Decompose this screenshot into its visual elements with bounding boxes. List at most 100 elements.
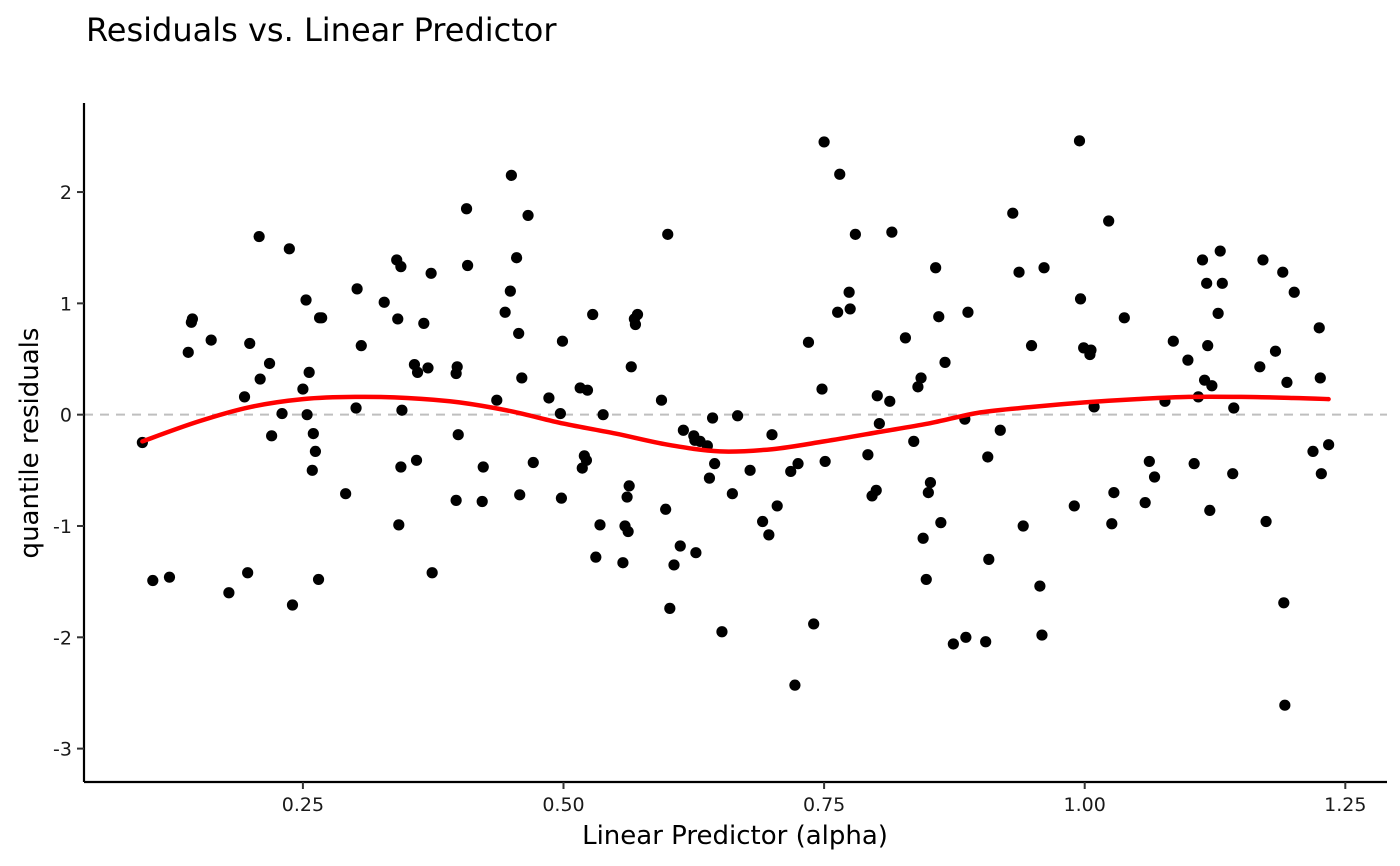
data-point <box>1196 254 1209 266</box>
data-point <box>1103 215 1115 227</box>
data-point <box>590 551 602 563</box>
data-point <box>1288 286 1300 298</box>
data-point <box>1007 207 1019 219</box>
data-point <box>1201 277 1213 289</box>
data-point <box>301 409 313 421</box>
data-point <box>1214 245 1226 257</box>
data-point <box>581 384 594 396</box>
data-point <box>522 209 534 222</box>
data-point <box>340 488 352 500</box>
data-point <box>450 494 462 506</box>
data-point <box>622 525 634 538</box>
data-point <box>668 559 680 571</box>
smooth-curve <box>140 394 1331 454</box>
data-point <box>543 392 555 404</box>
data-point <box>1277 266 1289 278</box>
data-point <box>1013 266 1025 278</box>
data-point <box>309 445 322 458</box>
points-layer <box>136 135 1335 711</box>
data-point <box>731 410 744 422</box>
data-point <box>1068 500 1080 512</box>
data-point <box>994 424 1006 436</box>
data-point <box>703 472 716 484</box>
data-point <box>1167 335 1179 347</box>
data-point <box>771 500 783 512</box>
data-point <box>843 286 855 298</box>
data-point <box>1314 372 1326 384</box>
data-point <box>716 626 728 638</box>
data-point <box>312 573 325 586</box>
data-point <box>709 458 721 470</box>
data-point <box>587 308 599 321</box>
data-point <box>1143 455 1155 468</box>
data-point <box>933 311 945 323</box>
data-point <box>242 567 254 579</box>
data-point <box>411 366 424 378</box>
data-point <box>834 168 846 180</box>
data-point <box>792 458 804 470</box>
data-point <box>418 317 430 329</box>
data-point <box>223 587 235 599</box>
data-point <box>629 318 642 331</box>
data-point <box>422 362 434 374</box>
data-point <box>886 226 898 238</box>
data-point <box>1073 135 1086 147</box>
data-point <box>674 540 686 552</box>
data-point <box>819 455 831 468</box>
data-point <box>808 618 820 630</box>
data-point <box>1202 340 1214 352</box>
data-point <box>491 394 503 406</box>
data-point <box>623 480 635 492</box>
data-point <box>452 429 464 441</box>
data-point <box>884 395 896 407</box>
data-point <box>844 303 856 315</box>
data-point <box>1025 340 1038 352</box>
data-point <box>392 313 404 325</box>
data-point <box>1257 254 1269 266</box>
data-point <box>849 228 861 240</box>
data-point <box>1108 486 1120 499</box>
x-tick-label: 0.75 <box>803 794 845 816</box>
data-point <box>477 461 489 473</box>
data-point <box>935 517 947 529</box>
data-point <box>1315 468 1327 480</box>
data-point <box>351 283 363 295</box>
data-point <box>789 679 801 691</box>
data-point <box>1227 468 1239 480</box>
data-point <box>621 491 633 503</box>
y-tick-label: 1 <box>60 293 72 315</box>
data-point <box>163 571 176 583</box>
data-point <box>802 336 815 348</box>
data-point <box>1085 344 1097 356</box>
data-point <box>597 409 609 421</box>
data-point <box>425 267 437 279</box>
data-point <box>664 602 676 614</box>
data-point <box>1139 497 1151 509</box>
data-point <box>1034 580 1046 592</box>
data-point <box>297 383 309 395</box>
data-point <box>726 488 738 500</box>
data-point <box>625 361 637 373</box>
data-point <box>244 337 256 350</box>
data-point <box>1212 307 1224 319</box>
data-point <box>395 461 407 473</box>
data-point <box>744 464 756 476</box>
data-point <box>395 261 407 273</box>
x-tick-label: 1.00 <box>1064 794 1106 816</box>
data-point <box>476 495 488 508</box>
data-point <box>617 557 629 569</box>
x-axis-ticks: 0.25 0.50 0.75 1.00 1.25 <box>282 782 1366 816</box>
x-tick-label: 0.50 <box>542 794 584 816</box>
data-point <box>516 372 528 384</box>
data-point <box>785 465 797 478</box>
data-point <box>818 136 830 148</box>
data-point <box>962 306 974 318</box>
data-point <box>1260 515 1272 528</box>
data-point <box>1204 504 1216 516</box>
data-point <box>205 334 217 346</box>
data-point <box>1074 293 1087 305</box>
data-point <box>499 306 511 318</box>
data-point <box>513 327 525 340</box>
data-point <box>1323 439 1335 451</box>
data-point <box>460 203 473 215</box>
